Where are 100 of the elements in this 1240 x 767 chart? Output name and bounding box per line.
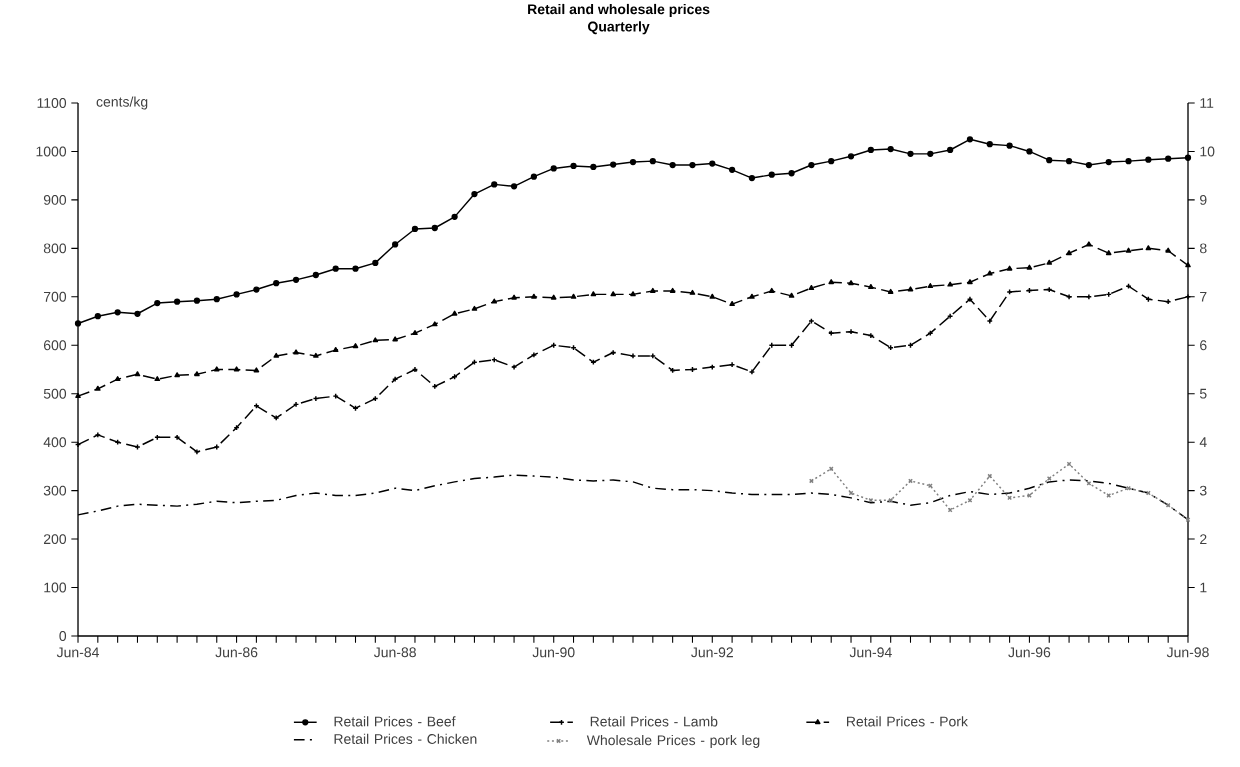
- point: [967, 279, 973, 285]
- y2-tick-label: 11: [1200, 98, 1214, 108]
- y-tick-label: 200: [43, 534, 67, 545]
- point: [629, 158, 637, 166]
- point: [193, 297, 201, 304]
- chart-subtitle: Quarterly: [588, 21, 650, 35]
- point: [986, 317, 993, 325]
- point: [253, 402, 260, 409]
- point: [1145, 245, 1152, 251]
- point: [313, 352, 319, 358]
- point: [531, 293, 537, 299]
- y2-tick-label: 2: [1200, 534, 1207, 544]
- point: [94, 313, 101, 320]
- y-tick-label: 400: [43, 437, 67, 448]
- point: [788, 292, 795, 298]
- point: [431, 224, 438, 232]
- point: [709, 160, 716, 167]
- point: [947, 146, 954, 154]
- y2-tick-label: 5: [1199, 388, 1207, 399]
- point: [392, 376, 399, 383]
- point: [927, 330, 934, 337]
- point: [1085, 293, 1093, 300]
- y2-tick-label: 7: [1200, 292, 1207, 302]
- point: [630, 291, 636, 297]
- point: [114, 439, 121, 446]
- point: [193, 448, 201, 455]
- legend-label: Retail Prices - Lamb: [590, 716, 718, 727]
- point: [947, 313, 954, 320]
- point: [669, 287, 676, 293]
- point: [947, 281, 953, 287]
- point: [114, 309, 121, 316]
- point: [868, 283, 874, 290]
- y2-tick-label: 8: [1199, 243, 1207, 254]
- point: [590, 291, 597, 297]
- point: [471, 359, 478, 366]
- point: [749, 293, 755, 299]
- point: [907, 150, 914, 158]
- x-tick-label: Jun-98: [1166, 647, 1209, 658]
- point: [312, 395, 319, 402]
- y-tick-label: 300: [43, 485, 67, 496]
- point: [134, 371, 141, 377]
- point: [173, 434, 181, 441]
- point: [471, 305, 478, 311]
- y2-tick-label: 6: [1200, 340, 1207, 351]
- point: [828, 330, 835, 337]
- point: [728, 361, 736, 368]
- point: [1125, 158, 1132, 165]
- point: [867, 332, 874, 339]
- point: [332, 393, 339, 400]
- point: [570, 162, 577, 170]
- point: [828, 279, 835, 285]
- point: [768, 287, 775, 293]
- x-tick-label: Jun-88: [373, 647, 416, 658]
- point: [510, 183, 518, 190]
- point: [1165, 247, 1171, 253]
- y2-tick-label: 4: [1199, 437, 1207, 447]
- point: [907, 286, 914, 292]
- legend-label: Retail Prices - Beef: [334, 716, 456, 727]
- point: [986, 141, 993, 148]
- point: [1125, 247, 1132, 253]
- x-tick-label: Jun-96: [1008, 647, 1051, 658]
- point: [392, 336, 398, 342]
- point: [887, 145, 894, 153]
- point: [511, 294, 517, 300]
- y-tick-label: 100: [44, 582, 67, 593]
- point: [253, 286, 260, 293]
- point: [986, 270, 993, 276]
- point: [1006, 265, 1013, 271]
- x-tick-label: Jun-90: [532, 647, 575, 658]
- point: [95, 385, 101, 391]
- point: [530, 351, 538, 359]
- point: [689, 289, 696, 295]
- point: [709, 293, 716, 299]
- legend-label: Retail Prices - Chicken: [334, 733, 477, 744]
- point: [1006, 142, 1013, 149]
- point: [1026, 148, 1033, 155]
- point: [1105, 250, 1112, 256]
- y-axis-title: cents/kg: [96, 96, 148, 110]
- x-tick-label: Jun-92: [691, 647, 733, 658]
- point: [550, 294, 557, 300]
- point: [550, 165, 557, 172]
- point: [154, 376, 161, 382]
- point: [292, 276, 300, 283]
- point: [1046, 259, 1053, 265]
- point: [293, 349, 299, 355]
- point: [828, 466, 834, 472]
- point: [1165, 298, 1172, 305]
- point: [114, 376, 121, 382]
- point: [590, 163, 597, 171]
- point: [927, 150, 934, 158]
- point: [966, 136, 974, 143]
- point: [75, 393, 81, 399]
- point: [828, 158, 835, 165]
- chart-title: Retail and wholesale prices: [528, 3, 710, 17]
- point: [768, 171, 775, 178]
- point: [650, 287, 656, 293]
- point: [372, 337, 379, 343]
- y-tick-label: 1000: [36, 146, 67, 157]
- x-tick-label: Jun-94: [849, 647, 892, 658]
- point: [888, 497, 894, 503]
